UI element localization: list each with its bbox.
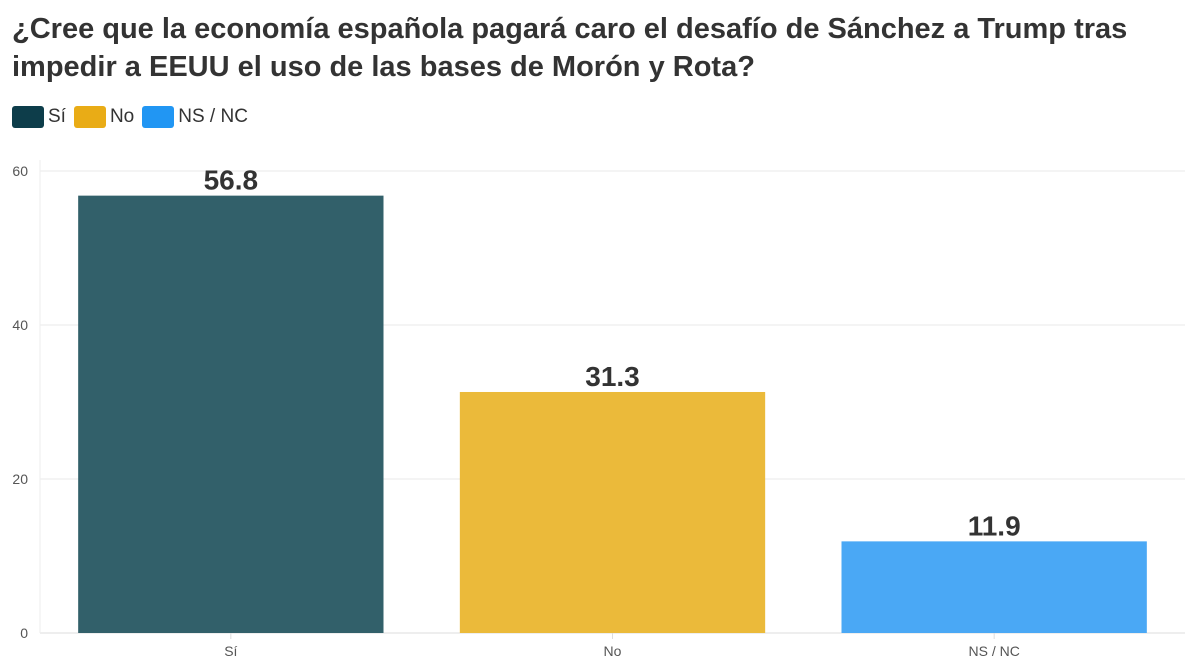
y-tick-label: 20 bbox=[12, 471, 28, 487]
legend-swatch bbox=[12, 106, 44, 128]
x-tick-label: Sí bbox=[224, 643, 237, 659]
legend-item-si[interactable]: Sí bbox=[12, 106, 66, 128]
legend: Sí No NS / NC bbox=[12, 106, 248, 128]
legend-swatch bbox=[142, 106, 175, 128]
data-label: 31.3 bbox=[585, 361, 640, 392]
y-tick-label: 40 bbox=[12, 317, 28, 333]
legend-label: NS / NC bbox=[178, 106, 248, 127]
y-tick-label: 60 bbox=[12, 163, 28, 179]
chart-title: ¿Cree que la economía española pagará ca… bbox=[12, 13, 1128, 83]
x-tick-label: NS / NC bbox=[968, 643, 1019, 659]
legend-item-nsnc[interactable]: NS / NC bbox=[142, 106, 248, 128]
legend-item-no[interactable]: No bbox=[73, 106, 135, 128]
data-label: 11.9 bbox=[968, 510, 1021, 541]
y-tick-label: 0 bbox=[20, 625, 28, 641]
legend-swatch bbox=[73, 106, 106, 128]
legend-label: Sí bbox=[48, 106, 66, 127]
x-tick-label: No bbox=[604, 643, 622, 659]
bar-1 bbox=[459, 391, 766, 633]
legend-label: No bbox=[109, 106, 135, 127]
data-label: 56.8 bbox=[204, 165, 259, 196]
bar-0 bbox=[78, 195, 384, 633]
bar-2 bbox=[841, 541, 1147, 633]
